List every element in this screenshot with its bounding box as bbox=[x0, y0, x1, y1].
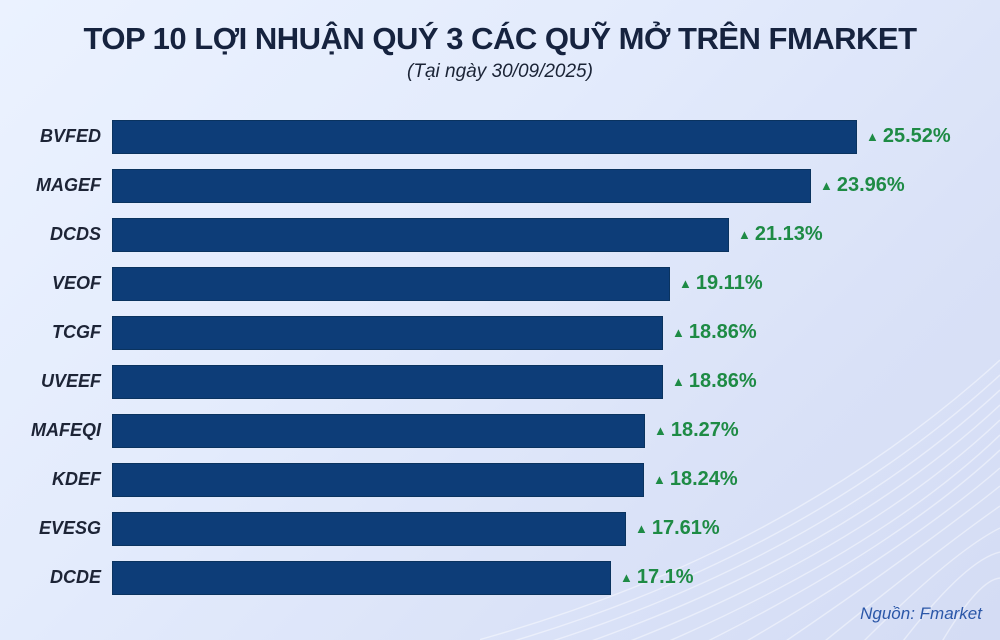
fund-label: EVESG bbox=[38, 518, 101, 538]
value-text: 23.96% bbox=[836, 174, 905, 196]
value-text: 18.24% bbox=[669, 468, 738, 490]
chart-row: DCDE ▲ 17.1% bbox=[0, 553, 1000, 602]
value-text: 21.13% bbox=[754, 223, 823, 245]
up-triangle-icon: ▲ bbox=[635, 521, 648, 536]
chart-row: EVESG ▲ 17.61% bbox=[0, 504, 1000, 553]
value-label: ▲ 17.1% bbox=[620, 566, 694, 589]
fund-label: KDEF bbox=[52, 469, 101, 489]
bar bbox=[112, 217, 729, 252]
bar bbox=[112, 168, 811, 203]
up-triangle-icon: ▲ bbox=[866, 129, 879, 144]
fund-label: MAFEQI bbox=[31, 420, 101, 440]
value-text: 18.27% bbox=[670, 419, 739, 441]
bar bbox=[112, 364, 663, 399]
value-text: 25.52% bbox=[882, 125, 951, 147]
up-triangle-icon: ▲ bbox=[738, 227, 751, 242]
value-label: ▲ 17.61% bbox=[635, 517, 720, 540]
bar bbox=[112, 511, 626, 546]
chart-subtitle: (Tại ngày 30/09/2025) bbox=[407, 61, 593, 83]
fund-label: TCGF bbox=[52, 322, 101, 342]
bar bbox=[112, 119, 857, 154]
value-text: 18.86% bbox=[688, 370, 757, 392]
fund-label: BVFED bbox=[39, 126, 101, 146]
value-label: ▲ 23.96% bbox=[820, 174, 905, 197]
value-text: 19.11% bbox=[695, 272, 763, 294]
fund-label: DCDE bbox=[49, 567, 101, 587]
up-triangle-icon: ▲ bbox=[672, 325, 685, 340]
up-triangle-icon: ▲ bbox=[653, 472, 666, 487]
bar bbox=[112, 413, 645, 448]
value-label: ▲ 21.13% bbox=[738, 223, 823, 246]
chart-row: DCDS ▲ 21.13% bbox=[0, 210, 1000, 259]
fund-label: VEOF bbox=[51, 273, 101, 293]
chart-row: MAFEQI ▲ 18.27% bbox=[0, 406, 1000, 455]
chart-row: UVEEF ▲ 18.86% bbox=[0, 357, 1000, 406]
up-triangle-icon: ▲ bbox=[654, 423, 667, 438]
value-text: 17.1% bbox=[636, 566, 694, 588]
value-label: ▲ 18.86% bbox=[672, 370, 757, 393]
bar bbox=[112, 560, 611, 595]
chart-row: TCGF ▲ 18.86% bbox=[0, 308, 1000, 357]
source-credit: Nguồn: Fmarket bbox=[860, 604, 982, 623]
fund-label: DCDS bbox=[49, 224, 101, 244]
fund-label: UVEEF bbox=[40, 371, 101, 391]
value-text: 18.86% bbox=[688, 321, 757, 343]
fund-label: MAGEF bbox=[36, 175, 101, 195]
value-label: ▲ 18.27% bbox=[654, 419, 739, 442]
chart-header: TOP 10 LỢI NHUẬN QUÝ 3 CÁC QUỸ MỞ TRÊN F… bbox=[0, 0, 1000, 83]
up-triangle-icon: ▲ bbox=[820, 178, 833, 193]
up-triangle-icon: ▲ bbox=[672, 374, 685, 389]
bar bbox=[112, 315, 663, 350]
chart-row: KDEF ▲ 18.24% bbox=[0, 455, 1000, 504]
value-label: ▲ 25.52% bbox=[866, 125, 951, 148]
value-text: 17.61% bbox=[651, 517, 720, 539]
chart-title: TOP 10 LỢI NHUẬN QUÝ 3 CÁC QUỸ MỞ TRÊN F… bbox=[83, 21, 917, 56]
value-label: ▲ 18.86% bbox=[672, 321, 757, 344]
value-label: ▲ 19.11% bbox=[679, 272, 763, 295]
bar bbox=[112, 462, 644, 497]
chart-row: MAGEF ▲ 23.96% bbox=[0, 161, 1000, 210]
chart-row: BVFED ▲ 25.52% bbox=[0, 112, 1000, 161]
bar-chart: BVFED ▲ 25.52% MAGEF ▲ 23.96% DCDS ▲ 21.13% VEOF ▲… bbox=[0, 112, 1000, 602]
bar bbox=[112, 266, 670, 301]
up-triangle-icon: ▲ bbox=[679, 276, 692, 291]
chart-row: VEOF ▲ 19.11% bbox=[0, 259, 1000, 308]
value-label: ▲ 18.24% bbox=[653, 468, 738, 491]
up-triangle-icon: ▲ bbox=[620, 570, 633, 585]
